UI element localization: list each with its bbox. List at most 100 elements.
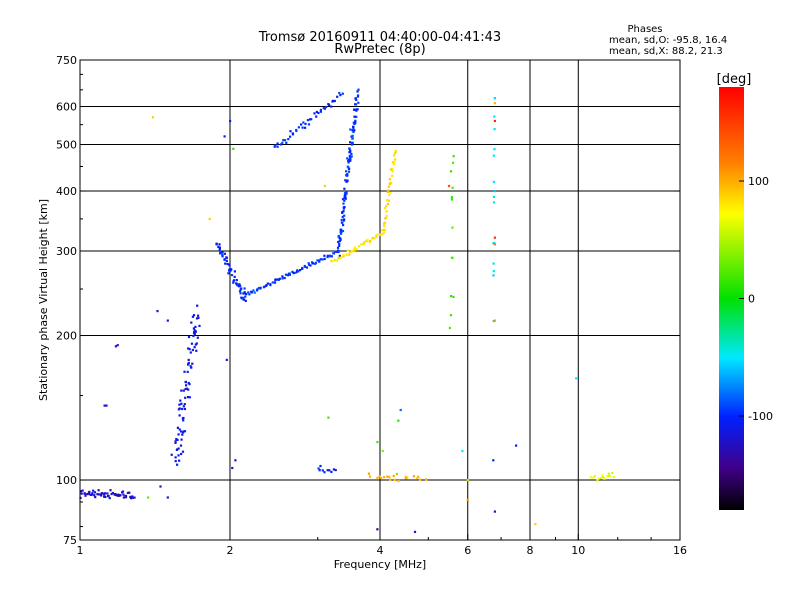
echo-point xyxy=(343,195,346,198)
echo-point xyxy=(344,179,347,182)
echo-point xyxy=(166,319,169,322)
echo-point xyxy=(105,404,108,407)
echo-point xyxy=(346,249,349,252)
echo-point xyxy=(130,497,133,500)
echo-point xyxy=(449,314,452,317)
echo-point xyxy=(328,103,331,106)
echo-point xyxy=(218,243,221,246)
echo-point xyxy=(97,489,100,492)
x-tick-label: 4 xyxy=(377,544,384,557)
echo-point xyxy=(419,478,422,481)
echo-point xyxy=(281,275,284,278)
echo-point xyxy=(193,331,196,334)
echo-point xyxy=(96,493,99,496)
echo-point xyxy=(242,298,245,301)
colorbar-tick-label: 100 xyxy=(748,175,769,188)
echo-point xyxy=(225,259,228,262)
echo-point xyxy=(181,431,185,434)
echo-point xyxy=(119,494,122,497)
echo-point xyxy=(177,433,180,436)
echo-point xyxy=(612,475,615,479)
echo-point xyxy=(391,167,394,170)
echo-point xyxy=(131,495,134,498)
echo-point xyxy=(279,143,283,146)
echo-point xyxy=(317,467,320,470)
echo-point xyxy=(341,211,344,214)
echo-point xyxy=(346,173,349,176)
echo-point xyxy=(81,489,84,492)
echo-point xyxy=(395,472,398,476)
echo-point xyxy=(376,476,379,479)
echo-point xyxy=(608,474,611,477)
echo-point xyxy=(94,496,97,499)
echo-point xyxy=(288,272,291,275)
echo-point xyxy=(208,217,211,221)
echo-point xyxy=(385,205,388,208)
echo-point xyxy=(337,249,340,252)
echo-point xyxy=(356,108,359,111)
echo-point xyxy=(231,466,234,470)
echo-point xyxy=(227,263,231,266)
echo-point xyxy=(232,281,235,284)
echo-point xyxy=(331,99,335,102)
echo-point xyxy=(185,384,188,387)
echo-point xyxy=(215,243,218,246)
echo-point xyxy=(87,491,90,494)
echo-point xyxy=(416,477,419,480)
echo-point xyxy=(384,217,387,220)
echo-point xyxy=(184,381,187,384)
echo-point xyxy=(342,253,345,257)
echo-point xyxy=(92,489,95,492)
echo-point xyxy=(388,178,391,181)
echo-point xyxy=(492,154,495,157)
echo-point xyxy=(389,478,392,481)
echo-point xyxy=(263,285,266,288)
echo-point xyxy=(493,319,496,322)
echo-point xyxy=(303,264,306,268)
echo-point xyxy=(352,121,355,124)
echo-point xyxy=(182,419,185,422)
echo-point xyxy=(397,479,400,483)
echo-point xyxy=(269,284,272,287)
echo-point xyxy=(343,187,346,190)
echo-point xyxy=(333,99,336,103)
y-tick-label: 300 xyxy=(56,245,77,258)
echo-point xyxy=(345,192,348,195)
echo-point xyxy=(342,218,346,221)
echo-point xyxy=(354,97,357,100)
echo-point xyxy=(179,399,182,402)
y-tick-label: 600 xyxy=(56,101,77,114)
echo-point xyxy=(192,314,196,317)
echo-point xyxy=(198,324,201,327)
echo-point xyxy=(338,237,341,240)
echo-point xyxy=(492,459,495,462)
phase-stats-title: Phases xyxy=(627,24,662,35)
echo-point xyxy=(360,243,363,246)
echo-point xyxy=(345,253,348,256)
echo-point xyxy=(104,495,107,498)
echo-point xyxy=(128,491,131,494)
echo-point xyxy=(126,491,129,494)
colorbar-tick-label: 0 xyxy=(748,293,755,306)
echo-point xyxy=(393,154,396,157)
echo-point xyxy=(327,416,330,419)
echo-point xyxy=(266,282,269,285)
echo-point xyxy=(80,492,83,495)
echo-point xyxy=(89,493,92,496)
echo-point xyxy=(338,254,341,257)
echo-point xyxy=(326,256,329,259)
echo-point xyxy=(394,149,397,152)
y-axis-label: Stationary phase Virtual Height [km] xyxy=(37,199,50,401)
echo-point xyxy=(387,189,390,192)
echo-point xyxy=(387,199,390,202)
echo-point xyxy=(285,141,288,144)
echo-point xyxy=(392,163,395,166)
echo-point xyxy=(368,475,372,478)
echo-point xyxy=(301,267,304,270)
echo-point xyxy=(340,228,343,231)
echo-point xyxy=(341,221,344,224)
echo-point xyxy=(492,262,495,265)
echo-point xyxy=(383,476,386,479)
echo-point xyxy=(319,108,322,111)
